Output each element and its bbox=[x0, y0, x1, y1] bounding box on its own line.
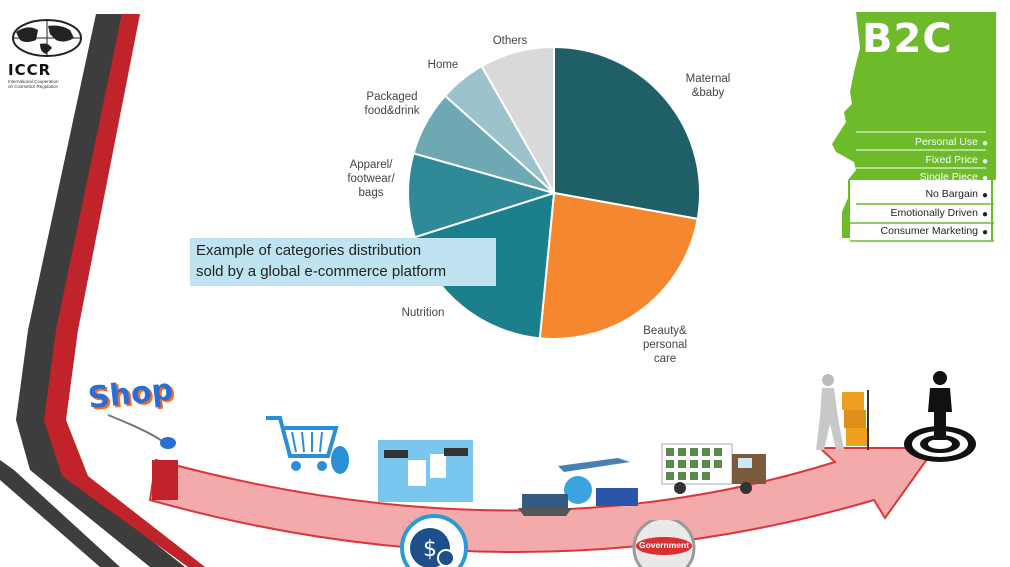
bullet-icon: ● bbox=[981, 173, 988, 184]
b2c-item-no-bargain: No Bargain bbox=[925, 188, 978, 200]
logo-sub-text-2: on Cosmetics Regulation bbox=[8, 84, 59, 89]
pie-slice-6 bbox=[480, 45, 555, 197]
pie-label-beauty-personal-care: Beauty& personal care bbox=[642, 325, 688, 365]
b2c-panel: B2C Personal Use Fixed Price Single Piec… bbox=[826, 12, 996, 254]
logo-main-text: ICCR bbox=[8, 61, 52, 79]
global-logistics-icon bbox=[518, 458, 638, 516]
mouse-cable-icon bbox=[107, 414, 176, 449]
pie-slice-1 bbox=[538, 191, 699, 340]
pie-label-maternal-baby: Maternal &baby bbox=[685, 73, 731, 99]
payment-exchange-icon bbox=[378, 440, 473, 502]
pie-label-others: Others bbox=[492, 35, 528, 47]
globe-icon bbox=[12, 19, 82, 57]
government-magnifier-icon: Government bbox=[628, 520, 700, 567]
porter-boxes-icon bbox=[816, 374, 869, 450]
bullet-icon: ● bbox=[981, 190, 988, 201]
pie-label-apparel: Apparel/ footwear/ bags bbox=[347, 159, 395, 199]
b2c-title: B2C bbox=[862, 16, 953, 62]
b2c-head-silhouette bbox=[832, 12, 996, 254]
b2c-item-fixed-price: Fixed Price bbox=[925, 154, 978, 166]
b2c-item-single-piece: Single Piece bbox=[919, 171, 978, 183]
bullet-icon: ● bbox=[981, 227, 988, 238]
consumer-target-icon bbox=[904, 371, 976, 462]
shop-label: Shop bbox=[86, 372, 175, 417]
pie-label-home: Home bbox=[427, 59, 459, 71]
b2c-item-emotionally-driven: Emotionally Driven bbox=[890, 207, 978, 219]
callout-caption: Example of categories distribution sold … bbox=[190, 238, 496, 286]
bullet-icon: ● bbox=[981, 156, 988, 167]
shop-icon: Shop bbox=[86, 372, 188, 456]
pie-slice-3 bbox=[407, 152, 558, 239]
bullet-icon: ● bbox=[981, 209, 988, 220]
money-check-badge-icon: $ bbox=[400, 514, 468, 567]
government-label: Government bbox=[638, 540, 690, 550]
b2c-item-consumer-marketing: Consumer Marketing bbox=[880, 225, 978, 237]
bullet-icon: ● bbox=[981, 138, 988, 149]
logo-sub-text-1: International Cooperation bbox=[8, 79, 59, 84]
magnifier-icon bbox=[632, 520, 696, 567]
shopping-cart-icon bbox=[266, 416, 349, 474]
b2c-item-personal-use: Personal Use bbox=[914, 136, 978, 148]
pie-label-nutrition: Nutrition bbox=[401, 307, 445, 319]
pie-slice-0 bbox=[553, 45, 701, 221]
iccr-logo: ICCR International Cooperation on Cosmet… bbox=[8, 18, 86, 89]
category-pie-chart bbox=[407, 45, 701, 340]
delivery-truck-icon bbox=[661, 443, 766, 494]
pie-label-packaged-food: Packaged food&drink bbox=[364, 91, 420, 117]
svg-text:$: $ bbox=[423, 537, 437, 562]
